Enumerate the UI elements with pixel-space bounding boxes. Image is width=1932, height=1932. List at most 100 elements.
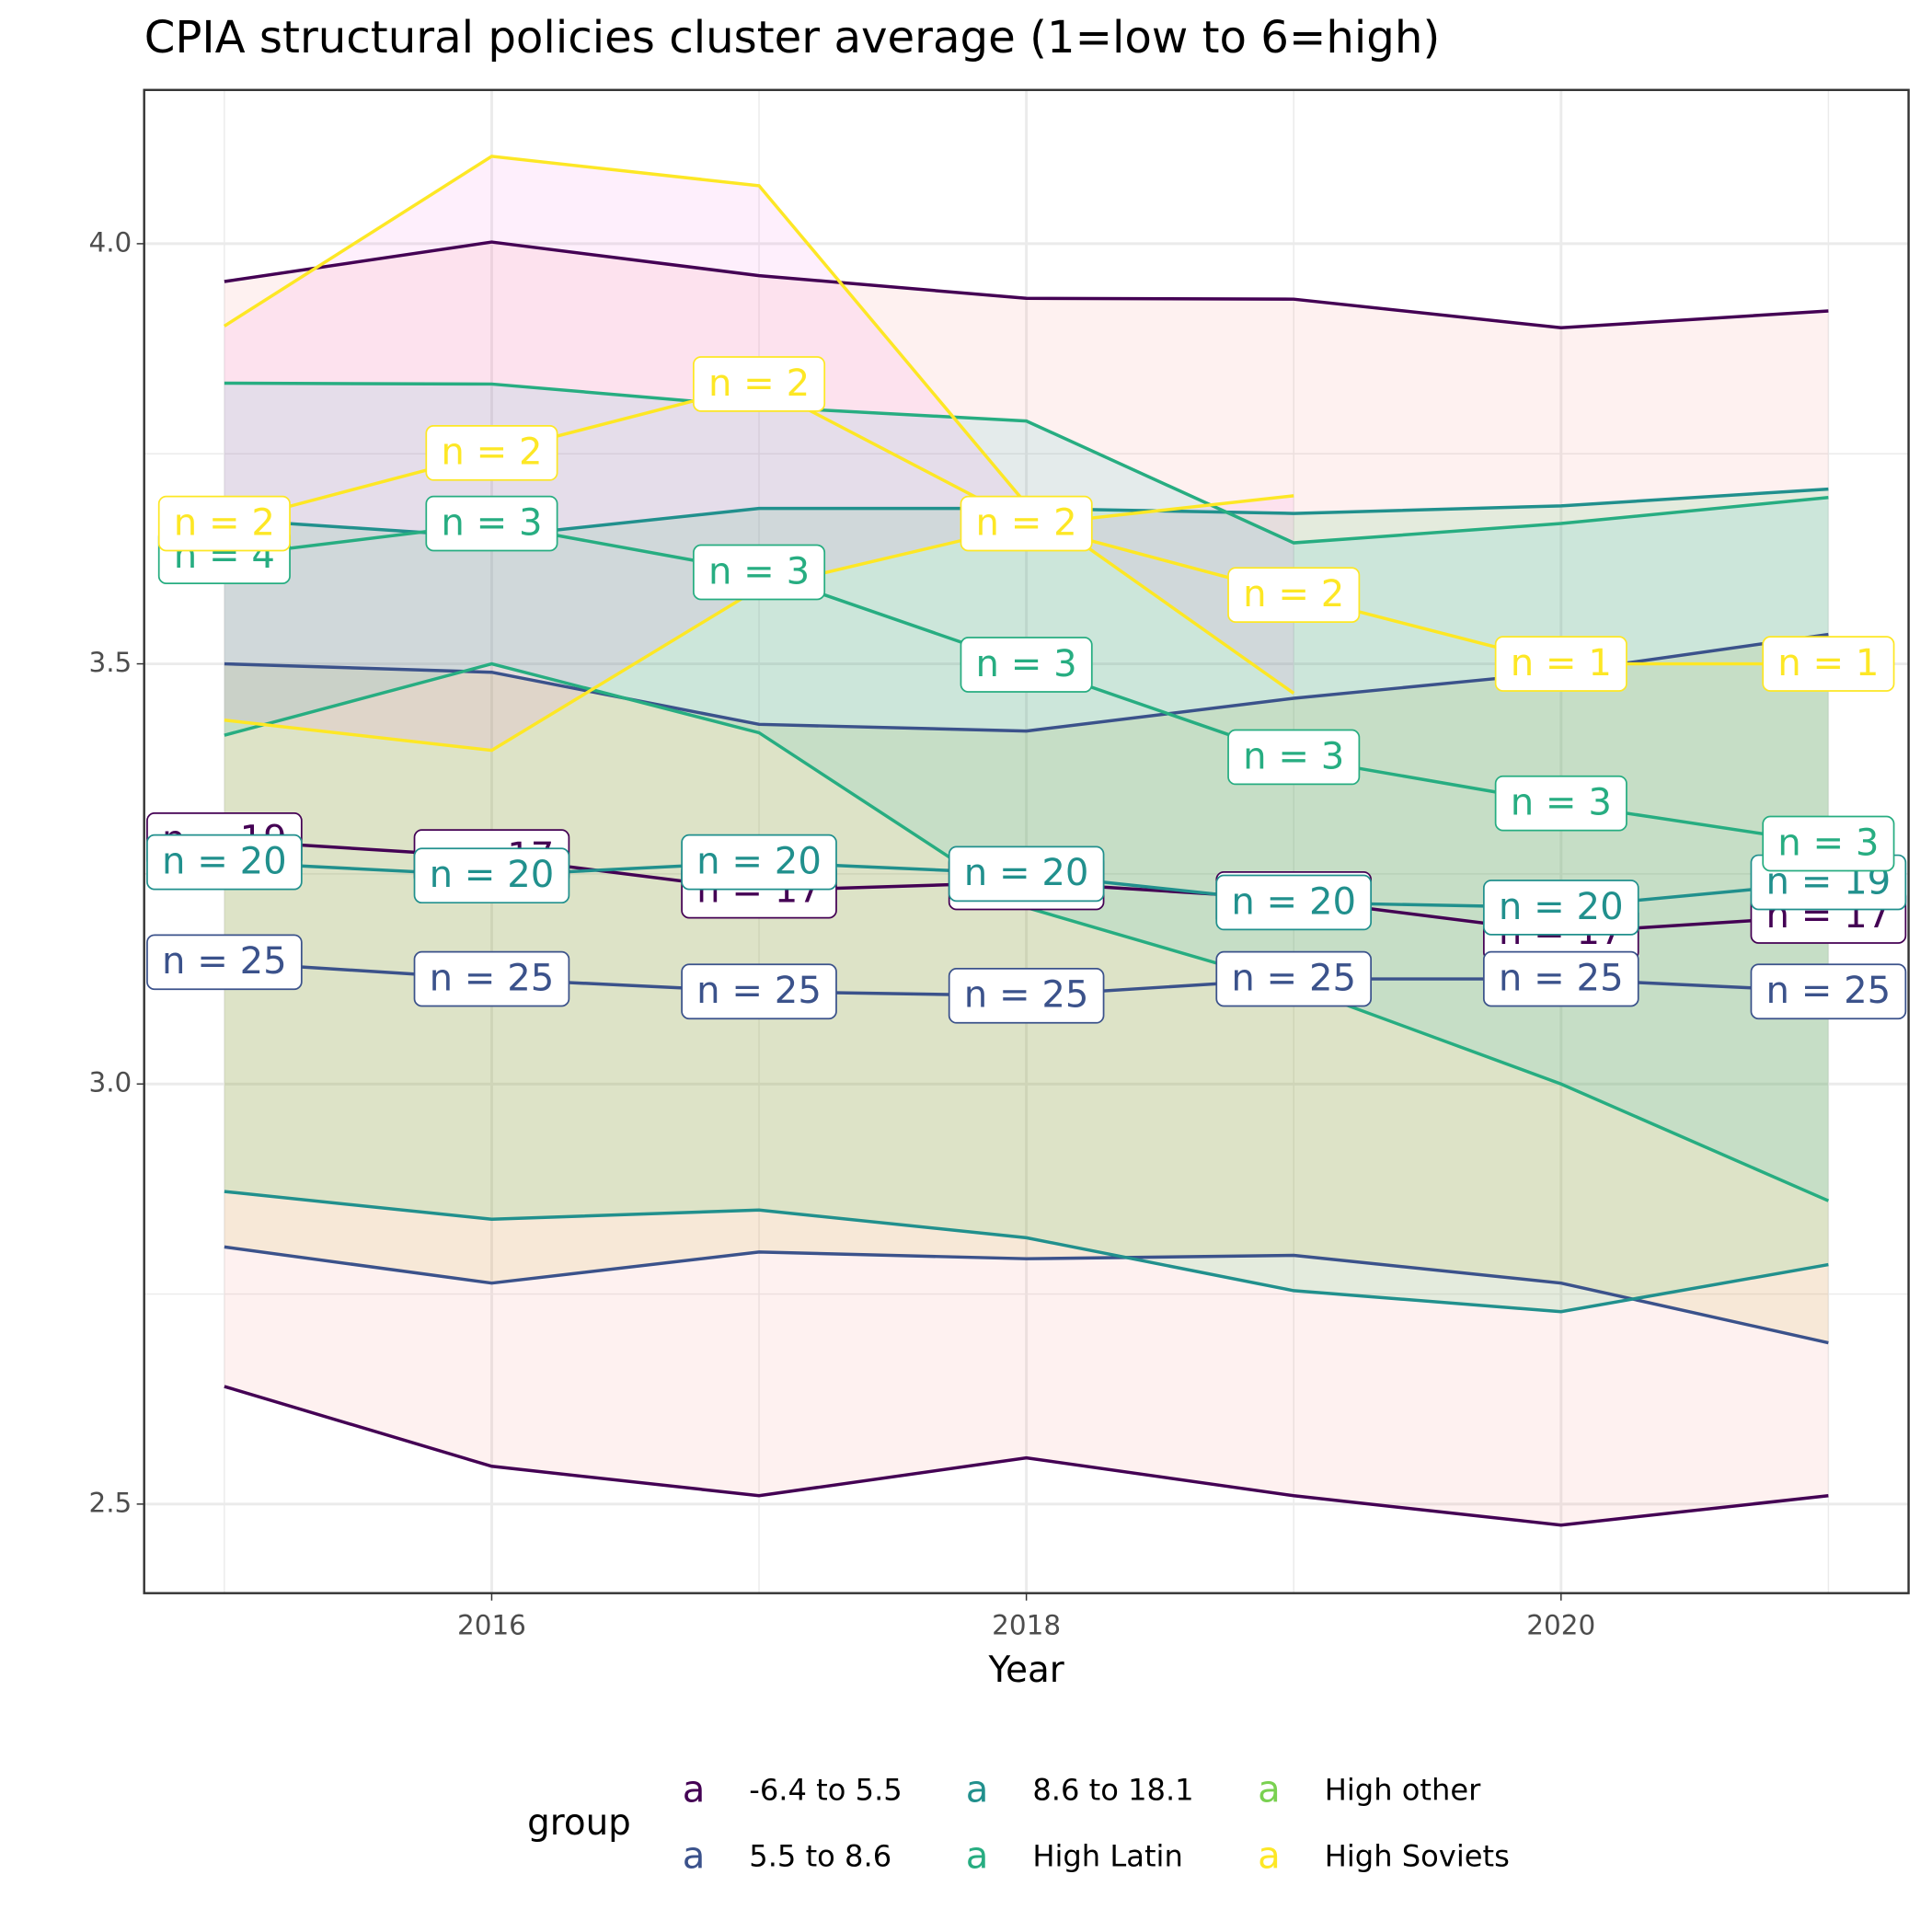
count-label-box [413, 950, 570, 1007]
count-label-text: n = 2 [1243, 573, 1344, 615]
count-label-box [948, 967, 1105, 1024]
count-label-text: n = 3 [708, 550, 810, 592]
count-label-text: n = 25 [1766, 970, 1892, 1012]
count-label-box [146, 834, 303, 891]
count-label: n = 25 [413, 950, 570, 1007]
count-label-text: n = 20 [1231, 880, 1356, 923]
count-label-box [146, 934, 303, 991]
count-label-text: n = 20 [696, 840, 822, 882]
count-label-box [693, 356, 826, 412]
count-label: n = 25 [146, 934, 303, 991]
count-label-box [693, 544, 826, 601]
legend-title: group [527, 1802, 631, 1844]
count-label-box [425, 424, 558, 481]
count-label: n = 25 [1750, 963, 1907, 1020]
count-label: n = 3 [693, 544, 826, 601]
count-label: n = 2 [693, 356, 826, 412]
legend-key: a [683, 1768, 706, 1811]
count-label-box [1482, 950, 1639, 1007]
count-label-box [157, 495, 291, 552]
count-label-box [1762, 815, 1895, 872]
x-tick-label: 2018 [992, 1609, 1061, 1640]
legend-label: High Latin [1032, 1839, 1183, 1874]
upper-line [223, 155, 1295, 695]
count-label-box [413, 847, 570, 904]
count-label: n = 25 [948, 967, 1105, 1024]
count-label: n = 3 [1762, 815, 1895, 872]
count-label: n = 3 [1227, 729, 1361, 786]
count-label-box [1215, 950, 1373, 1007]
count-label: n = 20 [681, 834, 837, 891]
count-label-text: n = 2 [708, 362, 810, 405]
legend-label: 8.6 to 18.1 [1032, 1772, 1193, 1807]
count-label: n = 2 [157, 495, 291, 552]
panel-border [143, 88, 1910, 1594]
count-label: n = 1 [1494, 636, 1627, 692]
count-label-box [1494, 775, 1627, 832]
legend-key: a [1258, 1835, 1281, 1878]
legend-label: 5.5 to 8.6 [749, 1839, 891, 1874]
count-label-text: n = 25 [1499, 957, 1624, 999]
count-label-box [1227, 567, 1361, 624]
count-label-text: n = 25 [162, 940, 287, 983]
count-label-box [960, 495, 1093, 552]
count-label-text: n = 2 [976, 501, 1077, 544]
legend-key: a [683, 1835, 706, 1878]
count-label: n = 20 [1215, 874, 1373, 931]
count-label-text: n = 25 [696, 970, 822, 1012]
count-label-box [681, 963, 837, 1020]
legend-label: -6.4 to 5.5 [749, 1772, 902, 1807]
count-label: n = 20 [948, 845, 1105, 903]
ribbon [224, 155, 1294, 751]
upper-line [224, 381, 1829, 545]
count-label-text: n = 20 [430, 854, 555, 896]
count-label-box [960, 637, 1093, 693]
count-label-text: n = 20 [964, 852, 1089, 894]
x-axis-title: Year [988, 1650, 1064, 1691]
legend-key: a [966, 1835, 989, 1878]
x-tick-label: 2016 [457, 1609, 526, 1640]
upper-line [224, 240, 1829, 329]
count-label: n = 2 [1227, 567, 1361, 624]
count-label-text: n = 25 [964, 974, 1089, 1017]
count-label: n = 25 [1215, 950, 1373, 1007]
count-label: n = 2 [960, 495, 1093, 552]
count-label-box [948, 845, 1105, 903]
ribbon [224, 383, 1829, 1202]
lower-line [224, 1245, 1829, 1345]
count-label-box [1215, 874, 1373, 931]
count-label-text: n = 25 [1231, 957, 1356, 999]
chart-title: CPIA structural policies cluster average… [144, 12, 1441, 63]
y-tick-label: 3.0 [88, 1067, 132, 1098]
y-tick-label: 3.5 [88, 647, 132, 678]
y-tick-label: 4.0 [88, 226, 132, 258]
count-label-text: n = 2 [441, 431, 542, 474]
legend-label: High other [1325, 1772, 1481, 1807]
count-label-text: n = 25 [430, 957, 555, 999]
count-label-box [1750, 963, 1907, 1020]
count-label: n = 25 [1482, 950, 1639, 1007]
y-tick-label: 2.5 [88, 1487, 132, 1518]
count-label-text: n = 3 [976, 643, 1077, 685]
count-label-box [425, 495, 558, 552]
count-label: n = 20 [146, 834, 303, 891]
count-label: n = 1 [1762, 636, 1895, 692]
count-label-text: n = 3 [441, 501, 542, 544]
count-label-box [1482, 880, 1639, 936]
count-label: n = 2 [425, 424, 558, 481]
lower-line [224, 1385, 1829, 1527]
count-label-box [1494, 636, 1627, 692]
count-label-text: n = 3 [1243, 735, 1344, 777]
count-label-box [681, 834, 837, 891]
count-label: n = 25 [681, 963, 837, 1020]
count-label-text: n = 3 [1777, 822, 1879, 864]
count-label: n = 20 [1482, 880, 1639, 936]
count-label-text: n = 1 [1777, 642, 1879, 684]
count-label-box [1762, 636, 1895, 692]
count-label-text: n = 2 [174, 501, 275, 544]
legend-label: High Soviets [1325, 1839, 1510, 1874]
legend-key: a [1258, 1768, 1281, 1811]
x-tick-label: 2020 [1526, 1609, 1595, 1640]
count-label-text: n = 3 [1511, 782, 1612, 824]
